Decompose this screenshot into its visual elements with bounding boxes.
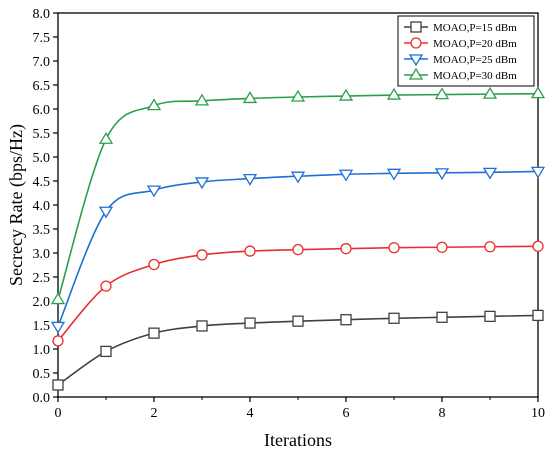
data-point [532,240,544,252]
data-point [290,171,306,184]
data-point [338,169,354,182]
y-tick-label: 0.0 [33,391,51,406]
y-tick-label: 2.0 [33,295,51,310]
data-point [340,243,352,255]
data-point [434,168,450,181]
data-point [100,345,112,358]
legend-item: MOAO,P=20 dBm [404,37,517,50]
y-tick-label: 3.0 [33,247,51,262]
y-axis-title: Secrecy Rate (bps/Hz) [6,124,27,286]
data-point [50,292,66,305]
data-point [436,311,448,323]
legend-marker [410,37,422,49]
data-point [530,86,546,99]
data-point [146,98,162,111]
data-point [148,258,160,271]
data-point [484,310,496,323]
y-tick-label: 6.5 [33,79,51,94]
data-point [50,321,66,334]
data-point [484,241,496,253]
data-point [340,314,352,326]
x-tick-label: 4 [247,406,254,421]
data-point [52,335,64,347]
x-axis-title: Iterations [264,430,332,450]
data-point [244,245,256,257]
legend: MOAO,P=15 dBm MOAO,P=20 dBm MOAO,P=25 dBm M… [397,15,535,87]
legend-marker [410,21,422,33]
y-tick-label: 4.0 [33,199,51,214]
data-point [98,206,114,219]
data-point [290,89,306,102]
series-line [57,92,539,300]
data-point [100,280,112,292]
y-tick-label: 0.5 [33,367,51,382]
series-1 [52,309,544,391]
legend-marker [408,54,424,67]
data-point [242,173,258,186]
legend-label: MOAO,P=15 dBm [433,22,517,34]
x-tick-label: 0 [55,406,62,421]
y-tick-label: 5.5 [33,127,51,142]
y-tick-label: 7.5 [33,31,51,46]
data-point [292,243,304,256]
data-point [52,379,64,391]
y-tick-label: 7.0 [33,55,51,70]
x-axis: 0 2 4 6 8 10 [55,397,545,421]
data-point [482,86,498,99]
legend-marker [408,67,424,80]
data-point [244,317,256,329]
data-point [482,167,498,180]
legend-item: MOAO,P=25 dBm [404,54,517,67]
data-point [146,185,162,198]
data-point [386,168,402,181]
legend-item: MOAO,P=30 dBm [404,67,517,82]
y-tick-label: 6.0 [33,103,51,118]
x-tick-label: 6 [343,406,350,421]
series-2 [52,240,544,347]
y-tick-label: 8.0 [33,7,51,22]
y-tick-label: 2.5 [33,271,51,286]
y-axis: 0.0 0.5 1.0 1.5 2.0 2.5 3.0 3.5 4.0 4.5 5.0 5.5 6.0 6… [33,7,58,406]
y-tick-label: 4.5 [33,175,51,190]
y-tick-label: 5.0 [33,151,51,166]
y-tick-label: 1.0 [33,343,51,358]
data-point [338,88,354,101]
data-point [194,93,210,106]
data-point [530,166,546,179]
data-point [196,320,208,332]
legend-label: MOAO,P=30 dBm [433,70,517,82]
legend-label: MOAO,P=20 dBm [433,38,517,50]
legend-label: MOAO,P=25 dBm [433,54,517,66]
x-tick-label: 10 [531,406,545,421]
series-line [57,170,539,327]
data-point [196,249,208,261]
data-point [386,87,402,100]
legend-item: MOAO,P=15 dBm [404,21,517,34]
data-point [292,315,304,327]
series-layer [50,86,546,391]
series-3 [50,166,546,334]
y-tick-label: 1.5 [33,319,51,334]
x-tick-label: 2 [151,406,158,421]
data-point [388,242,400,254]
data-point [434,87,450,100]
data-point [532,309,544,322]
data-point [242,91,258,104]
data-point [148,327,160,339]
data-point [98,131,114,144]
data-point [194,177,210,190]
series-4 [50,86,546,305]
data-point [436,241,448,253]
x-tick-label: 8 [439,406,446,421]
y-tick-label: 3.5 [33,223,51,238]
data-point [388,312,400,324]
